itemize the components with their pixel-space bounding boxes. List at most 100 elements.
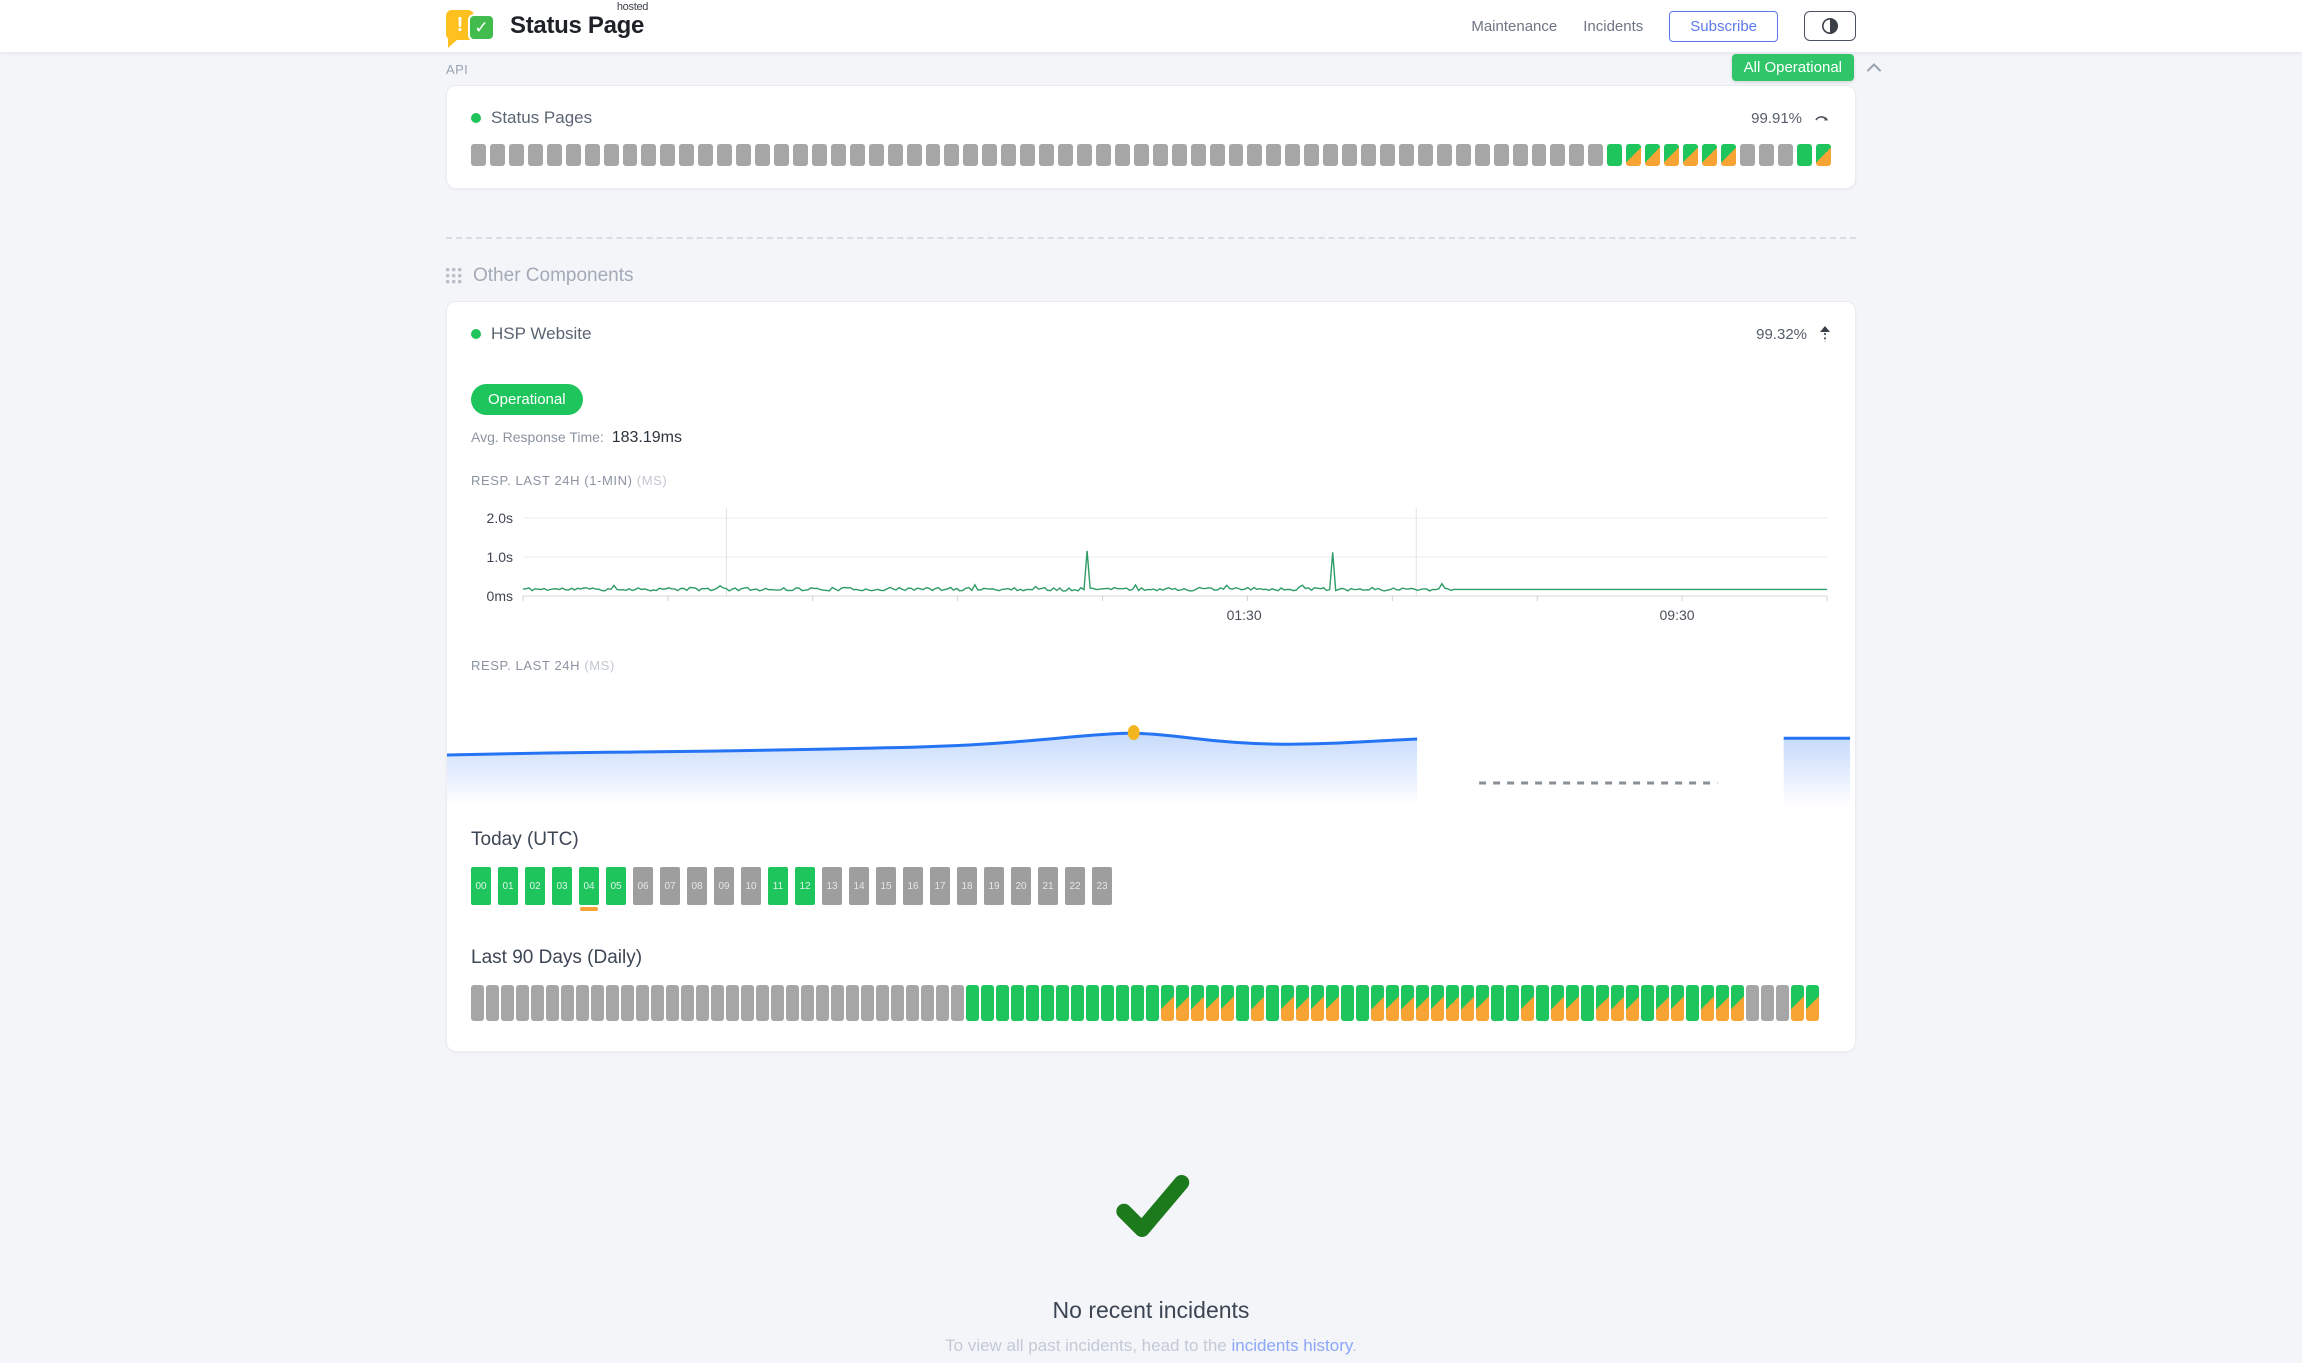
uptime-bar[interactable] — [1266, 144, 1282, 166]
uptime-bar[interactable] — [1039, 144, 1055, 166]
uptime-bar[interactable] — [887, 144, 903, 166]
uptime-bar[interactable] — [1588, 144, 1604, 166]
hour-block-15[interactable]: 15 — [876, 867, 896, 905]
chevron-up-icon[interactable] — [1866, 62, 1882, 73]
day-bar[interactable] — [966, 985, 979, 1021]
day-bar[interactable] — [1386, 985, 1399, 1021]
refresh-icon[interactable] — [1814, 112, 1831, 125]
day-bar[interactable] — [531, 985, 544, 1021]
hour-block-04[interactable]: 04 — [579, 867, 599, 911]
day-bar[interactable] — [936, 985, 949, 1021]
uptime-bar[interactable] — [1171, 144, 1187, 166]
day-bar[interactable] — [1701, 985, 1714, 1021]
hour-block-19[interactable]: 19 — [984, 867, 1004, 905]
day-bar[interactable] — [711, 985, 724, 1021]
uptime-bar[interactable] — [546, 144, 562, 166]
uptime-bar[interactable] — [1550, 144, 1566, 166]
hour-block-02[interactable]: 02 — [525, 867, 545, 905]
day-bar[interactable] — [666, 985, 679, 1021]
uptime-bar[interactable] — [660, 144, 676, 166]
day-bar[interactable] — [606, 985, 619, 1021]
day-bar[interactable] — [1746, 985, 1759, 1021]
uptime-bar[interactable] — [1228, 144, 1244, 166]
uptime-bar[interactable] — [1531, 144, 1547, 166]
day-bar[interactable] — [1176, 985, 1189, 1021]
day-bar[interactable] — [561, 985, 574, 1021]
uptime-bar[interactable] — [792, 144, 808, 166]
uptime-bar[interactable] — [1683, 144, 1698, 166]
hour-block-16[interactable]: 16 — [903, 867, 923, 905]
uptime-bar[interactable] — [1815, 144, 1831, 166]
day-bar[interactable] — [576, 985, 589, 1021]
hour-block-05[interactable]: 05 — [606, 867, 626, 905]
uptime-bar[interactable] — [1209, 144, 1225, 166]
uptime-bar[interactable] — [774, 144, 789, 166]
uptime-bar[interactable] — [584, 144, 600, 166]
day-bar[interactable] — [1446, 985, 1459, 1021]
day-bar[interactable] — [1581, 985, 1594, 1021]
uptime-bar[interactable] — [1626, 144, 1642, 166]
hour-block-12[interactable]: 12 — [795, 867, 815, 905]
day-bar[interactable] — [756, 985, 769, 1021]
uptime-bar[interactable] — [1380, 144, 1395, 166]
uptime-bar[interactable] — [811, 144, 827, 166]
uptime-bar[interactable] — [1701, 144, 1717, 166]
day-bar[interactable] — [1461, 985, 1474, 1021]
day-bar[interactable] — [621, 985, 634, 1021]
day-bar[interactable] — [591, 985, 604, 1021]
uptime-bar[interactable] — [1304, 144, 1320, 166]
day-bar[interactable] — [1626, 985, 1639, 1021]
uptime-bar[interactable] — [717, 144, 733, 166]
uptime-bar[interactable] — [471, 144, 486, 166]
day-bar[interactable] — [1686, 985, 1699, 1021]
day-bar[interactable] — [1041, 985, 1054, 1021]
day-bar[interactable] — [486, 985, 499, 1021]
day-bar[interactable] — [516, 985, 529, 1021]
uptime-bar[interactable] — [868, 144, 884, 166]
uptime-bar[interactable] — [1739, 144, 1755, 166]
uptime-bar[interactable] — [1133, 144, 1149, 166]
day-bar[interactable] — [786, 985, 799, 1021]
hour-block-21[interactable]: 21 — [1038, 867, 1058, 905]
uptime-bar[interactable] — [1095, 144, 1111, 166]
uptime-bar[interactable] — [679, 144, 695, 166]
day-bar[interactable] — [1506, 985, 1519, 1021]
day-bar[interactable] — [1641, 985, 1654, 1021]
uptime-bar[interactable] — [1152, 144, 1168, 166]
uptime-bar[interactable] — [1190, 144, 1206, 166]
incidents-history-link[interactable]: incidents history — [1231, 1336, 1353, 1355]
day-bar[interactable] — [651, 985, 664, 1021]
hour-block-22[interactable]: 22 — [1065, 867, 1085, 905]
day-bar[interactable] — [1116, 985, 1129, 1021]
day-bar[interactable] — [981, 985, 994, 1021]
day-bar[interactable] — [1236, 985, 1249, 1021]
day-bar[interactable] — [1311, 985, 1324, 1021]
uptime-bar[interactable] — [1455, 144, 1471, 166]
day-bar[interactable] — [1206, 985, 1219, 1021]
day-bar[interactable] — [501, 985, 514, 1021]
day-bar[interactable] — [771, 985, 784, 1021]
day-bar[interactable] — [1071, 985, 1084, 1021]
day-bar[interactable] — [801, 985, 814, 1021]
uptime-bar[interactable] — [1720, 144, 1736, 166]
hour-block-00[interactable]: 00 — [471, 867, 491, 905]
uptime-bar[interactable] — [755, 144, 770, 166]
hour-block-01[interactable]: 01 — [498, 867, 518, 905]
uptime-bar[interactable] — [1001, 144, 1017, 166]
day-bar[interactable] — [1341, 985, 1354, 1021]
day-bar[interactable] — [1731, 985, 1744, 1021]
hour-block-09[interactable]: 09 — [714, 867, 734, 905]
uptime-bar[interactable] — [925, 144, 941, 166]
day-bar[interactable] — [1551, 985, 1564, 1021]
day-bar[interactable] — [1371, 985, 1384, 1021]
day-bar[interactable] — [1101, 985, 1114, 1021]
subscribe-button[interactable]: Subscribe — [1669, 10, 1778, 42]
day-bar[interactable] — [1011, 985, 1024, 1021]
uptime-bar[interactable] — [622, 144, 638, 166]
day-bar[interactable] — [1221, 985, 1234, 1021]
day-bar[interactable] — [1266, 985, 1279, 1021]
hour-block-18[interactable]: 18 — [957, 867, 977, 905]
day-bar[interactable] — [1536, 985, 1549, 1021]
uptime-bar[interactable] — [1323, 144, 1339, 166]
uptime-bar[interactable] — [565, 144, 581, 166]
